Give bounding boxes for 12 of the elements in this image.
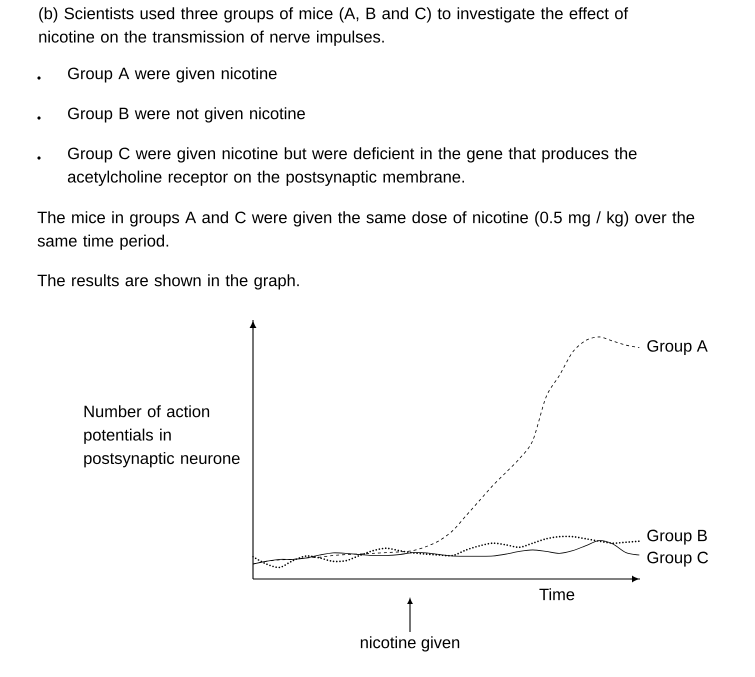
x-axis-title: Time bbox=[539, 588, 574, 600]
series-label: Group B bbox=[647, 530, 707, 545]
series-label: Group A bbox=[647, 340, 708, 356]
text: The mice in groups A and C were given the same dose of nicotine (0.5 mg / kg) over the same time period. bbox=[38, 211, 694, 250]
series-label: Group C bbox=[647, 552, 708, 567]
text: Group C were given nicotine but were deficient in the gene that produces the acetylcholine receptor on the postsynaptic membrane. bbox=[68, 147, 637, 186]
chart-title: (b) Scientists used three groups of mice (A, B and C) to investigate the effect of nicotine on the transmission of nerve impulses. bbox=[39, 7, 628, 46]
text: Group A were given nicotine bbox=[68, 67, 277, 83]
text: Group B were not given nicotine bbox=[68, 107, 305, 123]
y-axis-title: Number of action potentials in postsynaptic neurone bbox=[84, 405, 240, 468]
text: The results are shown in the graph. bbox=[38, 274, 299, 290]
text: nicotine given bbox=[360, 636, 460, 652]
